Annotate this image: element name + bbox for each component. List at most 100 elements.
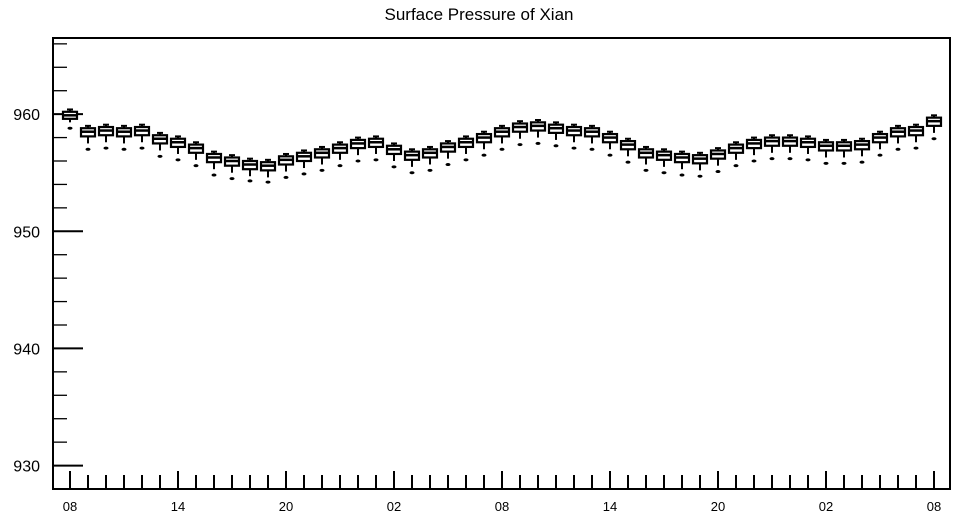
- outlier-point: [157, 154, 163, 158]
- chart-title: Surface Pressure of Xian: [384, 5, 574, 24]
- outlier-point: [391, 165, 397, 169]
- box-plot: [781, 134, 799, 161]
- box-plot: [745, 136, 763, 163]
- outlier-point: [175, 158, 181, 162]
- box-plot: [421, 145, 439, 172]
- outlier-point: [319, 168, 325, 172]
- x-tick-label: 02: [387, 499, 401, 514]
- outlier-point: [733, 164, 739, 168]
- box-plot: [817, 138, 835, 165]
- box-plot: [565, 123, 583, 150]
- box-plot: [187, 141, 205, 168]
- box-plot: [547, 121, 565, 148]
- box-plot: [115, 124, 133, 151]
- outlier-point: [679, 173, 685, 177]
- box-plot: [727, 141, 745, 168]
- y-tick-label: 930: [13, 459, 40, 476]
- box-plot: [799, 135, 817, 162]
- outlier-point: [499, 147, 505, 151]
- outlier-point: [625, 160, 631, 164]
- outlier-point: [355, 159, 361, 163]
- outlier-point: [535, 141, 541, 145]
- box-plot: [403, 148, 421, 175]
- box-plot: [205, 150, 223, 177]
- box-plot: [511, 120, 529, 147]
- outlier-point: [697, 174, 703, 178]
- x-tick-label: 08: [927, 499, 941, 514]
- y-tick-label: 950: [13, 224, 40, 241]
- outlier-point: [445, 163, 451, 167]
- outlier-point: [229, 177, 235, 181]
- outlier-point: [373, 158, 379, 162]
- box-plot: [601, 130, 619, 157]
- box-plot: [295, 149, 313, 176]
- x-tick-label: 14: [603, 499, 617, 514]
- x-tick-label: 08: [63, 499, 77, 514]
- outlier-point: [283, 175, 289, 179]
- outlier-point: [787, 157, 793, 161]
- outlier-point: [517, 143, 523, 147]
- box-plot: [349, 136, 367, 163]
- box-plot: [151, 131, 169, 158]
- outlier-point: [463, 158, 469, 162]
- outlier-point: [211, 173, 217, 177]
- box-series: [61, 108, 943, 184]
- box-plot: [367, 135, 385, 162]
- box-plot: [691, 151, 709, 178]
- outlier-point: [103, 146, 109, 150]
- box-plot: [97, 123, 115, 150]
- box-plot: [853, 137, 871, 164]
- box-plot: [673, 150, 691, 177]
- box-plot: [709, 147, 727, 174]
- box-plot: [655, 148, 673, 175]
- outlier-point: [589, 147, 595, 151]
- outlier-point: [769, 157, 775, 161]
- box-plot: [259, 158, 277, 184]
- box-plot: [169, 135, 187, 162]
- x-axis: 08 14 20 02 08 14 20 02 08: [63, 471, 941, 514]
- outlier-point: [607, 153, 613, 157]
- outlier-point: [841, 161, 847, 165]
- box-plot: [871, 130, 889, 157]
- x-tick-label: 14: [171, 499, 185, 514]
- outlier-point: [661, 171, 667, 175]
- box-plot: [385, 142, 403, 169]
- box-plot: [493, 124, 511, 151]
- box-plot: [475, 130, 493, 157]
- outlier-point: [409, 171, 415, 175]
- outlier-point: [895, 147, 901, 151]
- box-plot: [313, 145, 331, 172]
- outlier-point: [67, 126, 73, 130]
- outlier-point: [85, 147, 91, 151]
- outlier-point: [247, 179, 253, 183]
- outlier-point: [643, 168, 649, 172]
- box-plot: [61, 108, 79, 130]
- box-plot: [277, 152, 295, 179]
- outlier-point: [877, 153, 883, 157]
- plot-frame: [52, 37, 951, 490]
- outlier-point: [265, 180, 271, 184]
- box-plot: [619, 137, 637, 164]
- outlier-point: [481, 153, 487, 157]
- box-plot: [763, 134, 781, 161]
- outlier-point: [139, 146, 145, 150]
- outlier-point: [823, 161, 829, 165]
- outlier-point: [571, 146, 577, 150]
- box-plot: [925, 114, 943, 141]
- outlier-point: [193, 164, 199, 168]
- outlier-point: [301, 172, 307, 176]
- box-plot: [889, 124, 907, 151]
- outlier-point: [805, 158, 811, 162]
- outlier-point: [715, 170, 721, 174]
- box-plot: [439, 140, 457, 167]
- box-plot: [223, 154, 241, 181]
- box-plot: [133, 123, 151, 150]
- outlier-point: [427, 168, 433, 172]
- outlier-point: [337, 164, 343, 168]
- outlier-point: [913, 146, 919, 150]
- box-plot: [529, 119, 547, 145]
- box-plot: [331, 141, 349, 168]
- y-tick-label: 940: [13, 341, 40, 358]
- x-tick-label: 02: [819, 499, 833, 514]
- y-tick-label: 960: [13, 107, 40, 124]
